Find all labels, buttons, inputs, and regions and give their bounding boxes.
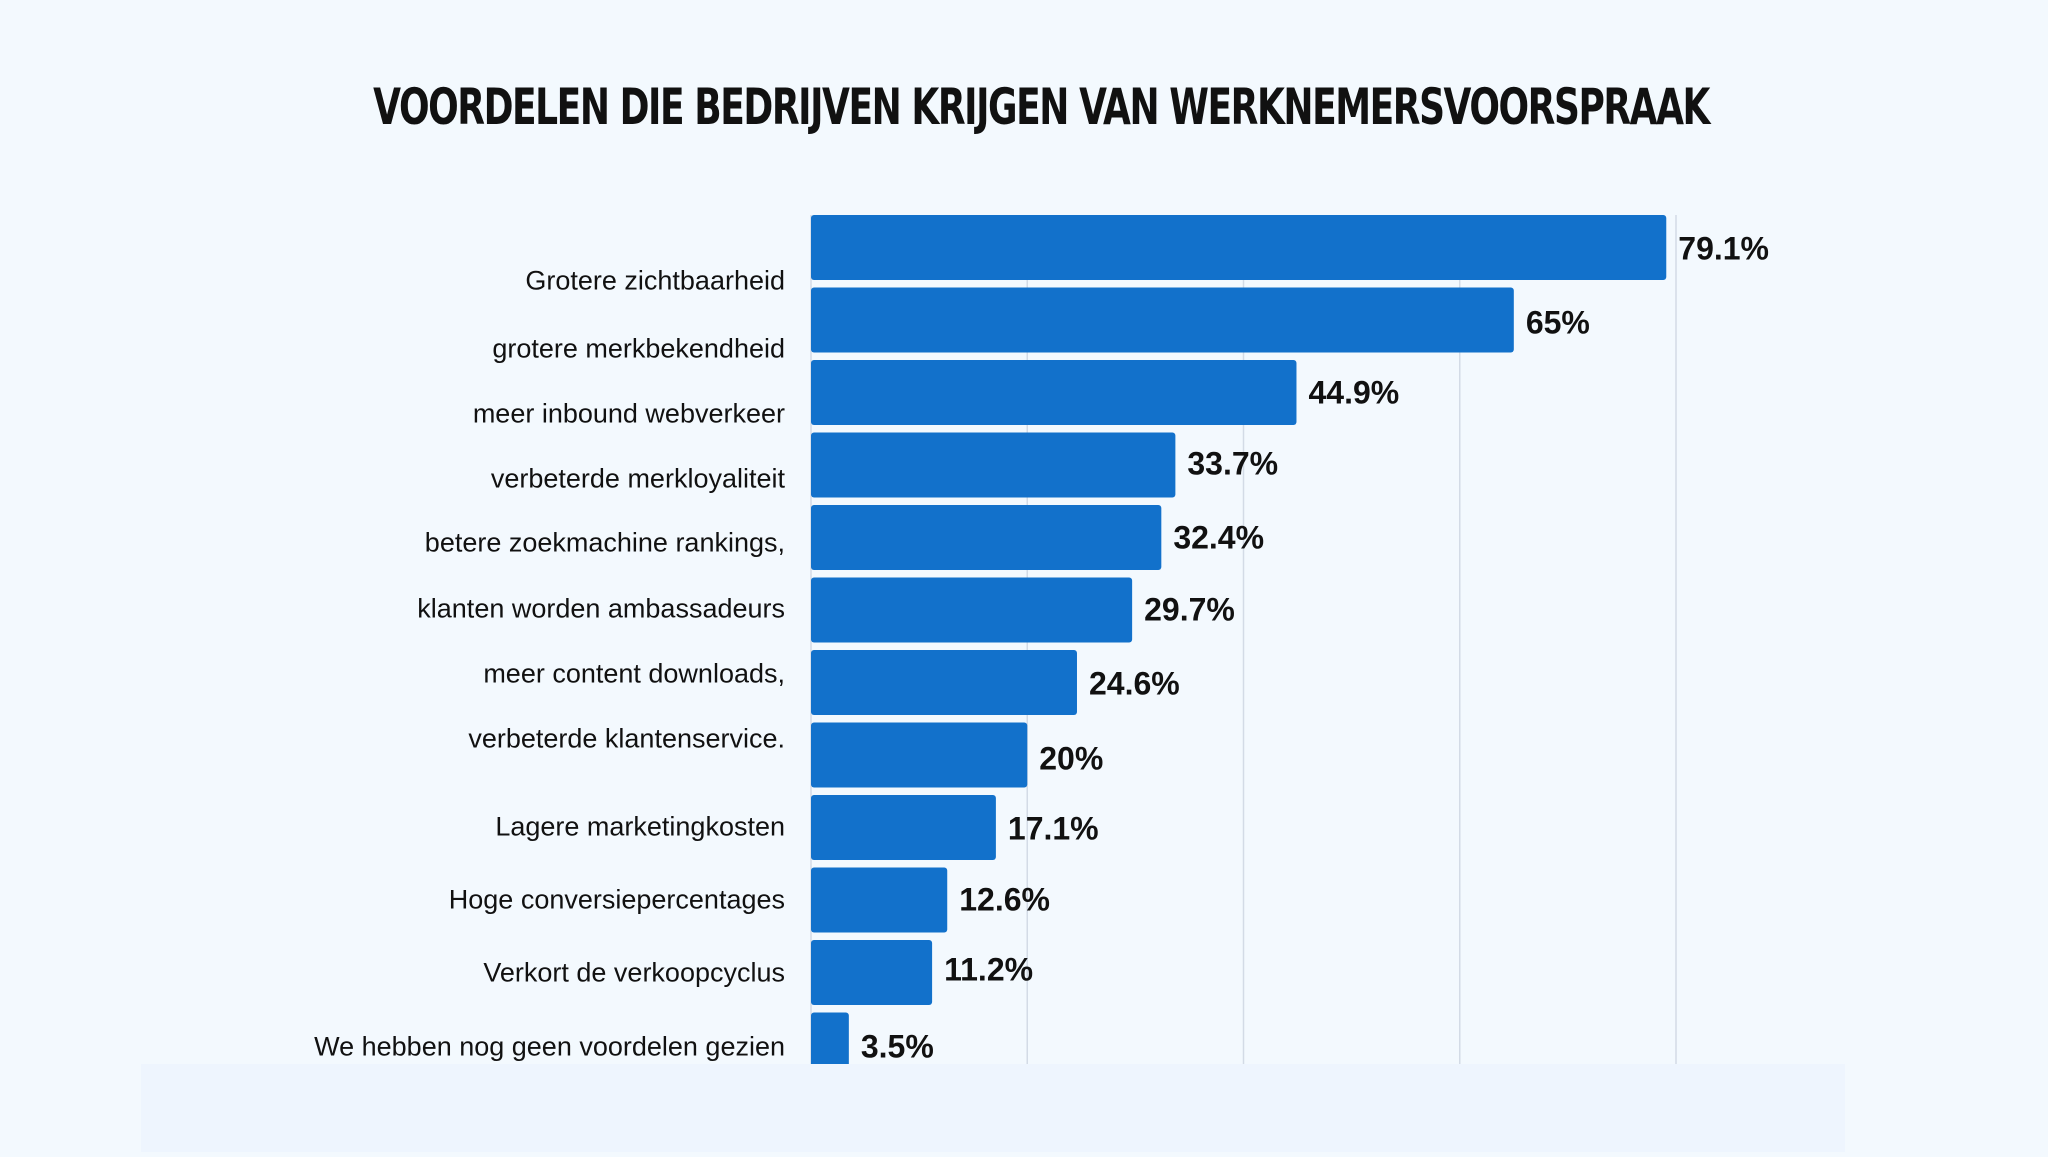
chart-title: VOORDELEN DIE BEDRIJVEN KRIJGEN VAN WERK… [373, 78, 1710, 136]
bottom-panel [141, 1064, 1845, 1152]
category-label: meer inbound webverkeer [472, 398, 785, 429]
category-label: klanten worden ambassadeurs [417, 593, 785, 624]
data-label: 32.4% [1173, 519, 1265, 556]
category-label: We hebben nog geen voordelen gezien [314, 1031, 785, 1062]
bar [811, 432, 1176, 498]
data-label: 11.2% [944, 951, 1034, 988]
bar [811, 722, 1028, 788]
bar [811, 360, 1297, 425]
data-label: 3.5% [860, 1028, 934, 1065]
data-label: 17.1% [1007, 810, 1099, 847]
bar [811, 287, 1514, 353]
data-label: 12.6% [959, 881, 1050, 918]
data-label: 20% [1039, 740, 1104, 777]
bar [811, 215, 1667, 280]
bar [811, 505, 1162, 570]
bar [811, 795, 996, 860]
data-label: 44.9% [1308, 374, 1400, 411]
data-label: 79.1% [1678, 230, 1769, 267]
bar [811, 1012, 849, 1078]
data-label: 29.7% [1144, 591, 1235, 628]
category-label: verbeterde merkloyaliteit [490, 463, 785, 494]
bar [811, 867, 948, 933]
bar [811, 577, 1133, 643]
category-label: betere zoekmachine rankings, [424, 527, 785, 558]
category-label: Grotere zichtbaarheid [525, 265, 785, 296]
category-label: meer content downloads, [483, 658, 785, 689]
category-label: verbeterde klantenservice. [468, 723, 785, 754]
category-label: grotere merkbekendheid [492, 333, 785, 364]
data-label: 33.7% [1187, 445, 1279, 482]
data-label: 65% [1525, 304, 1590, 341]
bar [811, 650, 1077, 715]
category-label: Hoge conversiepercentages [448, 884, 785, 915]
category-label: Verkort de verkoopcyclus [483, 957, 785, 988]
category-label: Lagere marketingkosten [495, 811, 785, 842]
data-label: 24.6% [1088, 665, 1180, 702]
bar [811, 940, 933, 1005]
